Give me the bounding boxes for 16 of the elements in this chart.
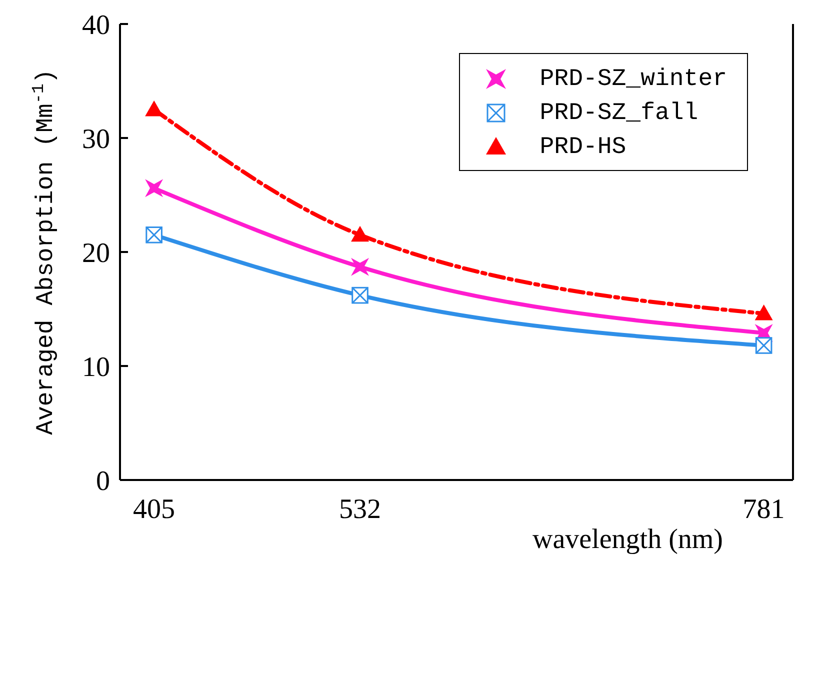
y-tick-label: 30 <box>82 124 110 155</box>
y-tick-label: 0 <box>96 466 110 497</box>
x-tick-label: 781 <box>742 494 785 525</box>
point <box>754 304 773 320</box>
legend-label: PRD-SZ_winter <box>540 66 727 92</box>
y-tick-label: 20 <box>82 238 110 269</box>
point <box>351 226 370 242</box>
point <box>145 179 164 198</box>
y-tick-label: 40 <box>82 10 110 41</box>
x-tick-label: 405 <box>133 494 176 525</box>
x-axis-title: wavelength (nm) <box>532 524 723 555</box>
legend-label: PRD-HS <box>540 134 626 160</box>
x-tick-label: 532 <box>339 494 382 525</box>
legend-label: PRD-SZ_fall <box>540 100 698 126</box>
point <box>351 258 370 276</box>
y-tick-label: 10 <box>82 352 110 383</box>
